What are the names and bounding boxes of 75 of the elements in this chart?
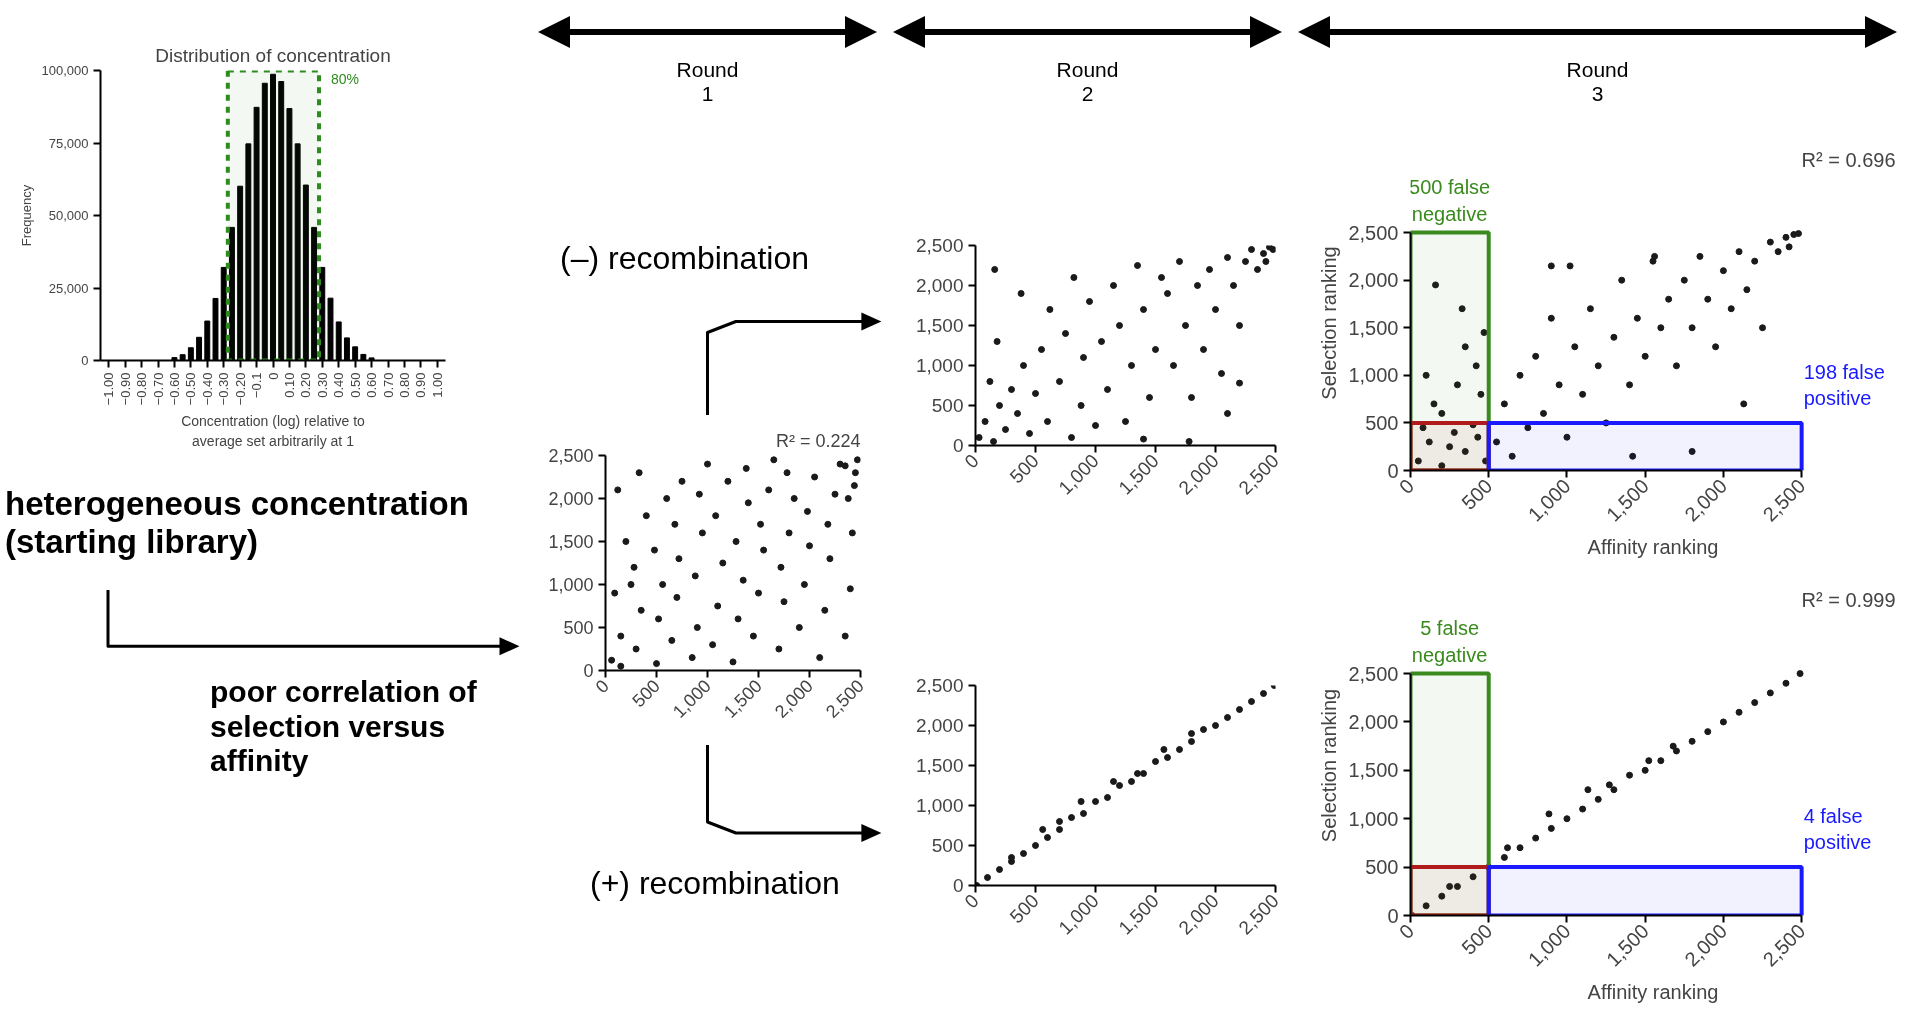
y-tick-label: 1,500 [548,532,594,552]
y-tick-label: 1,000 [1348,807,1399,830]
x-tick-label: −1.00 [101,372,117,406]
x-tick-label: 0 [265,372,281,380]
text: (+) recombination [590,865,840,902]
text: heterogeneous concentration (starting library) [5,485,469,561]
x-tick-label: −0.90 [117,372,133,406]
text: poor correlation of selection versus affinity [210,675,478,779]
x-axis-title: Affinity ranking [1587,980,1719,1003]
x-tick-label: −0.1 [249,372,265,399]
x-tick-label: 0.70 [380,372,396,398]
x-tick-label: 500 [1005,450,1043,488]
y-tick-label: 100,000 [41,63,89,78]
y-tick-label: 25,000 [48,280,89,296]
y-tick-label: 500 [1365,411,1399,434]
x-tick-label: 500 [1457,919,1497,959]
x-tick-label: −0.70 [150,372,166,406]
x-tick-label: 0.50 [347,372,363,398]
x-tick-label: −0.60 [166,372,182,406]
y-axis-title: Frequency [18,184,34,247]
band-label: 500 false negative [1409,176,1491,225]
y-axis-title: Selection ranking [1318,688,1341,843]
y-axis-title: Selection ranking [1318,246,1341,400]
y-tick-label: 2,500 [915,235,964,256]
y-tick-label: 75,000 [48,135,89,151]
y-tick-label: 500 [1365,856,1399,879]
x-tick-label: 500 [1457,474,1497,514]
y-tick-label: 2,000 [915,715,964,736]
band-label: 4 false positive [1803,804,1872,854]
x-tick-label: 0.80 [396,372,412,398]
y-tick-label: 500 [563,618,594,638]
x-tick-label: −0.20 [232,372,248,406]
x-tick-label: −0.80 [134,372,150,406]
x-axis-title: Affinity ranking [1587,535,1719,558]
text: Round 3 [1566,58,1629,105]
y-tick-label: 1,500 [1348,316,1399,339]
y-tick-label: 2,500 [1348,221,1399,244]
text: R² = 0.999 [1801,588,1896,611]
y-tick-label: 50,000 [48,208,89,223]
band-label: 5 false negative [1411,617,1488,666]
text: Round 2 [1056,58,1119,105]
y-tick-label: 1,000 [548,575,594,595]
band-label: 80% [331,70,360,87]
text: R² = 0.696 [1801,148,1896,171]
x-tick-label: 500 [628,675,664,712]
y-tick-label: 0 [952,875,964,896]
x-tick-label: −0.30 [216,372,232,406]
y-tick-label: 0 [583,661,594,681]
y-tick-label: 1,000 [915,795,964,816]
text: (–) recombination [560,240,809,277]
x-tick-label: −0.40 [199,372,215,406]
y-tick-label: 500 [931,835,964,856]
y-tick-label: 1,500 [1348,759,1399,782]
x-tick-label: 0 [591,675,613,697]
x-tick-label: 500 [1005,890,1043,928]
y-tick-label: 1,000 [915,355,964,376]
x-axis-title: Concentration (log) relative to average set arbitrarily at 1 [181,413,366,449]
x-tick-label: 0.90 [413,372,429,398]
y-tick-label: 2,000 [915,275,964,296]
y-tick-label: 2,000 [1348,269,1399,292]
x-tick-label: 0.60 [364,372,380,398]
x-tick-label: 1.00 [429,372,445,398]
band-label: 198 false positive [1803,360,1885,409]
text: Round 1 [676,58,739,105]
x-tick-label: 0.20 [298,372,314,398]
chart-title: Distribution of concentration [155,44,391,66]
x-tick-label: 0.30 [314,372,330,398]
x-tick-label: 0.40 [331,372,347,398]
y-tick-label: 0 [952,435,964,456]
x-tick-label: −0.50 [183,372,199,406]
x-tick-label: 0.10 [281,372,297,398]
y-tick-label: 0 [81,353,89,368]
y-tick-label: 1,500 [915,315,964,336]
y-tick-label: 1,500 [915,755,964,776]
chart-title: R² = 0.224 [775,430,861,451]
